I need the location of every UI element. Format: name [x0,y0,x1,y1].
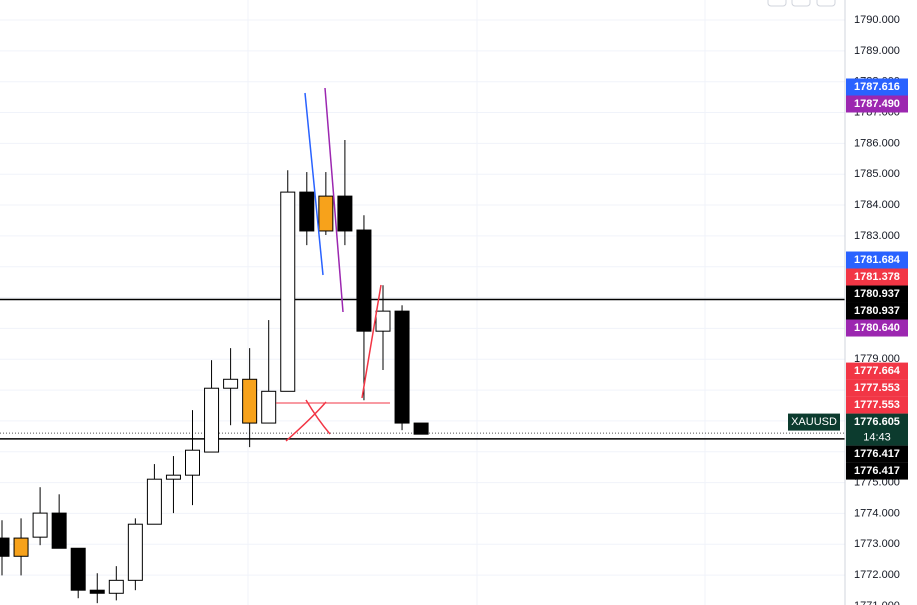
price-badge-label: 1777.664 [854,365,901,377]
candle-body [32,512,48,538]
symbol-badge [788,413,840,431]
candle-body [70,547,86,591]
price-badge [846,251,908,269]
price-badge-label: 1781.684 [854,254,901,266]
candle-body [337,195,353,232]
candle-body [108,579,124,594]
trend-line [304,92,324,276]
candles [0,139,429,604]
y-tick-label: 1785.000 [854,168,900,180]
toolbar-button[interactable] [767,0,787,7]
price-badge [846,319,908,337]
price-badge [846,396,908,414]
price-badge [846,445,908,463]
price-badge-label: 1777.553 [854,382,900,394]
price-badge-label: 1780.937 [854,288,900,300]
candle-body [0,537,10,557]
toolbar [767,0,836,7]
price-badge-label: 1787.490 [854,98,900,110]
price-badge [846,462,908,480]
y-tick-label: 1771.000 [854,600,900,605]
price-badge-label: 1780.640 [854,322,900,334]
price-badge [846,78,908,96]
y-tick-label: 1772.000 [854,569,900,581]
toolbar-button[interactable] [791,0,811,7]
drawings [276,87,390,442]
candle-body [204,387,220,453]
price-badge-label: 1776.417 [854,465,900,477]
candle-body [375,310,391,332]
trend-line [361,284,382,399]
price-badge [846,379,908,397]
candle-body [394,310,410,424]
price-lines [0,298,845,440]
price-badge [846,362,908,380]
candle-body [13,537,29,557]
grid [0,19,845,576]
candle-body [89,589,105,594]
price-badge [846,413,908,446]
y-tick-label: 1784.000 [854,199,900,211]
price-badge [846,268,908,286]
candle-body [299,191,315,232]
candle-body [223,378,239,389]
price-badge-label: 1787.616 [854,81,900,93]
candle-body [280,191,296,392]
price-badge-label: 1776.605 [854,416,900,428]
y-tick-label: 1773.000 [854,538,900,550]
y-tick-label: 1790.000 [854,14,900,26]
price-badge-label: 1777.553 [854,399,900,411]
candle-body [127,523,143,581]
price-badge-label: 1780.937 [854,305,900,317]
y-tick-label: 1779.000 [854,353,900,365]
price-badge-countdown: 14:43 [863,431,891,443]
candle-body [146,478,162,525]
symbol-label: XAUUSD [791,416,837,428]
candle-body [356,229,372,332]
candle-body [318,195,334,232]
candle-body [51,512,67,549]
trend-line [324,87,344,313]
y-tick-label: 1786.000 [854,137,900,149]
candle-body [242,378,258,424]
y-tick-label: 1789.000 [854,45,900,57]
price-badge-label: 1781.378 [854,271,900,283]
price-badge [846,95,908,113]
candle-body [165,474,181,480]
price-badge [846,302,908,320]
y-tick-label: 1783.000 [854,230,900,242]
candle-body [413,422,429,435]
price-badges: 1787.616 1787.490 1781.684 1781.378 1780.937… [788,78,908,480]
toolbar-button[interactable] [816,0,836,7]
y-tick-label: 1774.000 [854,507,900,519]
price-badge-label: 1776.417 [854,448,900,460]
candle-body [185,449,200,476]
candle-body [261,390,277,424]
price-badge [846,285,908,303]
x-mark [285,399,331,442]
